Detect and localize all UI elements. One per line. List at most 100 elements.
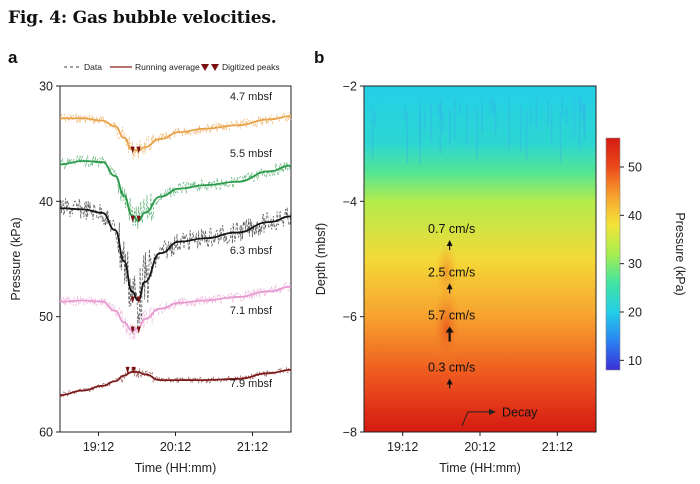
heatmap-texture-streak bbox=[459, 102, 461, 114]
x-tick-label: 19:12 bbox=[387, 440, 418, 454]
legend-peak-marker bbox=[201, 64, 209, 71]
colorbar-tick-label: 40 bbox=[628, 209, 642, 223]
heatmap-texture-streak bbox=[406, 112, 408, 165]
series-6-3-mbsf: 6.3 mbsf bbox=[59, 198, 292, 327]
chart-b-plot-frame bbox=[363, 85, 597, 433]
annotation-velocity: 2.5 cm/s bbox=[428, 265, 475, 279]
annotation-velocity: 0.3 cm/s bbox=[428, 360, 475, 374]
digitized-peak-marker bbox=[136, 296, 141, 304]
heatmap-texture-streak bbox=[440, 98, 442, 118]
y-tick-label: −8 bbox=[343, 426, 357, 440]
x-axis-label: Time (HH:mm) bbox=[439, 461, 520, 475]
x-axis-label: Time (HH:mm) bbox=[135, 461, 216, 475]
running-average-line bbox=[59, 368, 292, 396]
y-tick-label: 60 bbox=[39, 426, 53, 440]
series-depth-label: 7.9 mbsf bbox=[230, 378, 273, 390]
figure-title: Fig. 4: Gas bubble velocities. bbox=[8, 8, 277, 28]
running-average-line bbox=[60, 115, 292, 152]
data-trace bbox=[59, 111, 292, 159]
digitized-peak-marker bbox=[136, 146, 141, 154]
heatmap-texture-streak bbox=[466, 104, 468, 146]
heatmap-texture-streak bbox=[438, 103, 440, 115]
legend-digitized-peaks-label: Digitized peaks bbox=[222, 62, 280, 72]
y-tick-label: −4 bbox=[343, 195, 357, 209]
heatmap-texture-streak bbox=[430, 103, 432, 143]
heatmap-texture-streak bbox=[565, 107, 568, 125]
heatmap-texture-streak bbox=[583, 106, 586, 140]
heatmap-plume bbox=[435, 242, 458, 299]
chart-a-legend: Data Running average Digitized peaks bbox=[64, 62, 280, 72]
running-average-line bbox=[59, 285, 292, 332]
colorbar bbox=[605, 137, 621, 371]
series-7-1-mbsf: 7.1 mbsf bbox=[59, 281, 292, 341]
y-axis-label: Pressure (kPa) bbox=[9, 217, 23, 300]
heatmap-texture-streak bbox=[582, 104, 584, 122]
digitized-peak-marker bbox=[136, 326, 141, 334]
series-depth-label: 5.5 mbsf bbox=[230, 148, 273, 160]
heatmap-texture-streak bbox=[578, 96, 581, 150]
decay-arrow-head bbox=[489, 408, 496, 415]
series-depth-label: 4.7 mbsf bbox=[230, 91, 273, 103]
heatmap-texture-streak bbox=[404, 106, 406, 121]
heatmap-texture-streak bbox=[492, 97, 494, 116]
heatmap-texture-streak bbox=[481, 99, 483, 134]
heatmap-texture-streak bbox=[525, 110, 528, 162]
series-7-9-mbsf: 7.9 mbsf bbox=[59, 366, 292, 398]
x-tick-label: 19:12 bbox=[83, 440, 114, 454]
heatmap-plume bbox=[432, 286, 461, 371]
heatmap-field bbox=[364, 86, 596, 432]
data-trace bbox=[59, 366, 292, 398]
heatmap-texture-streak bbox=[442, 112, 444, 133]
legend-data-label: Data bbox=[84, 62, 102, 72]
colorbar-tick-label: 50 bbox=[628, 161, 642, 175]
data-trace bbox=[59, 198, 292, 327]
series-4-7-mbsf: 4.7 mbsf bbox=[59, 91, 292, 159]
heatmap-texture-streak bbox=[573, 96, 576, 138]
digitized-peak-marker bbox=[130, 296, 135, 304]
colorbar-label: Pressure (kPa) bbox=[673, 212, 687, 295]
heatmap-texture-streak bbox=[495, 109, 497, 135]
heatmap-texture-streak bbox=[494, 101, 496, 113]
heatmap-texture-streak bbox=[423, 109, 426, 131]
heatmap-texture-streak bbox=[489, 97, 492, 111]
y-tick-label: 40 bbox=[39, 195, 53, 209]
digitized-peak-marker bbox=[130, 215, 135, 223]
heatmap-texture-streak bbox=[371, 108, 374, 160]
heatmap-texture-streak bbox=[508, 98, 510, 149]
series-depth-label: 6.3 mbsf bbox=[230, 245, 273, 257]
heatmap-texture-streak bbox=[580, 99, 582, 112]
digitized-peak-marker bbox=[130, 326, 135, 334]
heatmap-texture-streak bbox=[583, 101, 586, 131]
heatmap-texture-streak bbox=[547, 100, 549, 126]
digitized-peak-marker bbox=[131, 366, 136, 374]
heatmap-texture-streak bbox=[561, 98, 563, 116]
legend-peak-marker bbox=[211, 64, 219, 71]
decay-arrow bbox=[461, 411, 492, 427]
y-tick-label: −6 bbox=[343, 310, 357, 324]
heatmap-texture-streak bbox=[550, 106, 553, 144]
heatmap-texture-streak bbox=[439, 106, 442, 155]
y-tick-label: −2 bbox=[343, 80, 357, 94]
panel-b-letter: b bbox=[314, 48, 325, 67]
heatmap-texture-streak bbox=[449, 108, 451, 147]
y-axis-label: Depth (mbsf) bbox=[314, 223, 328, 295]
x-tick-label: 21:12 bbox=[542, 440, 573, 454]
velocity-arrow-head bbox=[445, 326, 454, 333]
heatmap-texture-streak bbox=[419, 113, 421, 165]
digitized-peak-marker bbox=[125, 366, 130, 374]
panel-a-letter: a bbox=[8, 48, 18, 67]
heatmap-texture-streak bbox=[419, 99, 421, 143]
annotation-decay: Decay bbox=[502, 405, 538, 419]
colorbar-tick-label: 10 bbox=[628, 354, 642, 368]
x-tick-label: 21:12 bbox=[237, 440, 268, 454]
x-tick-label: 20:12 bbox=[464, 440, 495, 454]
data-trace bbox=[59, 155, 292, 229]
velocity-arrow-head bbox=[446, 240, 453, 247]
running-average-line bbox=[59, 160, 292, 222]
heatmap-texture-streak bbox=[476, 108, 478, 162]
x-tick-label: 20:12 bbox=[160, 440, 191, 454]
heatmap-texture-streak bbox=[535, 98, 538, 131]
y-tick-label: 50 bbox=[39, 310, 53, 324]
data-trace bbox=[59, 281, 292, 341]
